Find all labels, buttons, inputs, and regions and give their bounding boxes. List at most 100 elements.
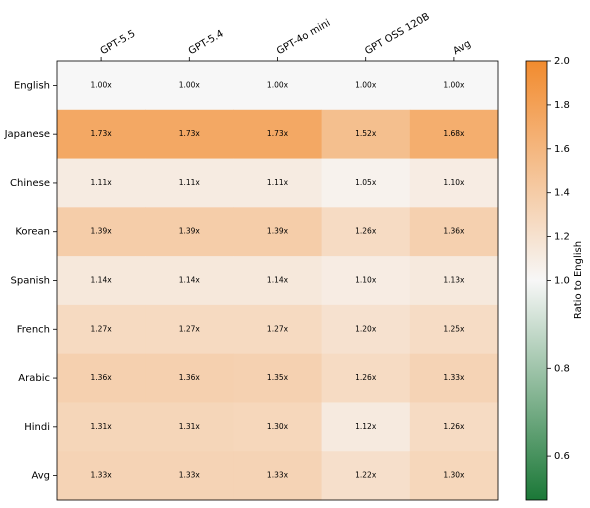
cell-label: 1.10x — [355, 276, 377, 285]
colorbar — [525, 60, 548, 501]
cell-label: 1.00x — [267, 80, 289, 89]
cell-label: 1.30x — [443, 471, 465, 480]
cell — [321, 158, 411, 208]
cell-label: 1.20x — [355, 324, 377, 333]
colorbar-label: Ratio to English — [573, 241, 584, 319]
cell — [145, 402, 234, 452]
y-tick-label: Chinese — [10, 178, 50, 189]
y-tick-label: Spanish — [11, 276, 51, 287]
x-tick-label: GPT-5.5 — [99, 28, 138, 57]
cell-label: 1.68x — [443, 129, 465, 138]
cell — [57, 61, 146, 111]
cell — [233, 256, 323, 306]
colorbar-tick-label: 1.8 — [554, 100, 570, 111]
cell — [321, 61, 411, 111]
cell-label: 1.25x — [443, 324, 465, 333]
cell — [145, 109, 234, 160]
cell — [409, 304, 499, 355]
cell — [57, 402, 146, 452]
cell — [233, 304, 323, 355]
cell — [409, 353, 499, 403]
y-tick-label: Arabic — [18, 373, 50, 384]
y-tick-label: English — [14, 80, 50, 91]
cell-label: 1.31x — [91, 422, 113, 431]
x-tick-label: GPT-5.4 — [187, 28, 226, 57]
cell — [409, 207, 499, 257]
cell — [57, 109, 146, 160]
cell-label: 1.39x — [267, 227, 289, 236]
cell — [409, 256, 499, 306]
cell-label: 1.12x — [355, 422, 377, 431]
cell — [321, 402, 411, 452]
cell-label: 1.13x — [443, 276, 465, 285]
cell-label: 1.36x — [91, 373, 113, 382]
cell — [321, 207, 411, 257]
cell-label: 1.14x — [91, 276, 113, 285]
cell-label: 1.14x — [179, 276, 201, 285]
cell-label: 1.11x — [267, 178, 289, 187]
cell-label: 1.00x — [179, 80, 201, 89]
cell-label: 1.11x — [91, 178, 113, 187]
cell-label: 1.22x — [355, 471, 377, 480]
cell-label: 1.00x — [443, 80, 465, 89]
colorbar-tick-label: 1.2 — [554, 232, 570, 243]
cell — [321, 451, 411, 501]
cell-label: 1.26x — [355, 227, 377, 236]
cell — [409, 451, 499, 501]
cell — [233, 451, 323, 501]
cell-label: 1.73x — [179, 129, 201, 138]
cell — [57, 256, 146, 306]
cell — [409, 109, 499, 160]
colorbar-tick-label: 0.6 — [554, 451, 570, 462]
cell-label: 1.00x — [91, 80, 113, 89]
cell-label: 1.11x — [179, 178, 201, 187]
cell — [57, 207, 146, 257]
cell — [57, 158, 146, 208]
cell-label: 1.27x — [179, 324, 201, 333]
cell-label: 1.30x — [267, 422, 289, 431]
cell — [321, 304, 411, 355]
cell — [233, 207, 323, 257]
colorbar-tick-label: 2.0 — [554, 56, 570, 67]
cell-label: 1.36x — [443, 227, 465, 236]
cell — [409, 61, 499, 111]
cell-label: 1.26x — [355, 373, 377, 382]
cell-label: 1.33x — [179, 471, 201, 480]
y-tick-label: Japanese — [4, 129, 50, 140]
cell — [321, 109, 411, 160]
x-tick-label: GPT-4o mini — [275, 18, 332, 57]
cell — [57, 353, 146, 403]
cell — [145, 61, 234, 111]
cell-label: 1.31x — [179, 422, 201, 431]
cell — [321, 256, 411, 306]
y-tick-label: Avg — [31, 471, 50, 482]
colorbar-tick-label: 1.6 — [554, 144, 570, 155]
cell — [57, 304, 146, 355]
cell — [321, 353, 411, 403]
cell — [57, 451, 146, 501]
cell-label: 1.52x — [355, 129, 377, 138]
y-tick-label: Korean — [15, 227, 50, 238]
cell — [233, 109, 323, 160]
colorbar-tick-label: 1.4 — [554, 188, 570, 199]
cell-label: 1.26x — [443, 422, 465, 431]
colorbar-tick-label: 1.0 — [554, 276, 570, 287]
cell-label: 1.27x — [91, 324, 113, 333]
cell-label: 1.39x — [179, 227, 201, 236]
cell-label: 1.27x — [267, 324, 289, 333]
cell-label: 1.00x — [355, 80, 377, 89]
cell — [145, 256, 234, 306]
cell-label: 1.10x — [443, 178, 465, 187]
cell-label: 1.33x — [443, 373, 465, 382]
cell — [409, 158, 499, 208]
cell — [145, 451, 234, 501]
cell-label: 1.33x — [91, 471, 113, 480]
cell — [145, 158, 234, 208]
x-tick-label: GPT OSS 120B — [363, 11, 432, 57]
cell — [145, 353, 234, 403]
x-tick-label: Avg — [451, 38, 473, 57]
cell-label: 1.05x — [355, 178, 377, 187]
cell-label: 1.36x — [179, 373, 201, 382]
cell — [233, 402, 323, 452]
